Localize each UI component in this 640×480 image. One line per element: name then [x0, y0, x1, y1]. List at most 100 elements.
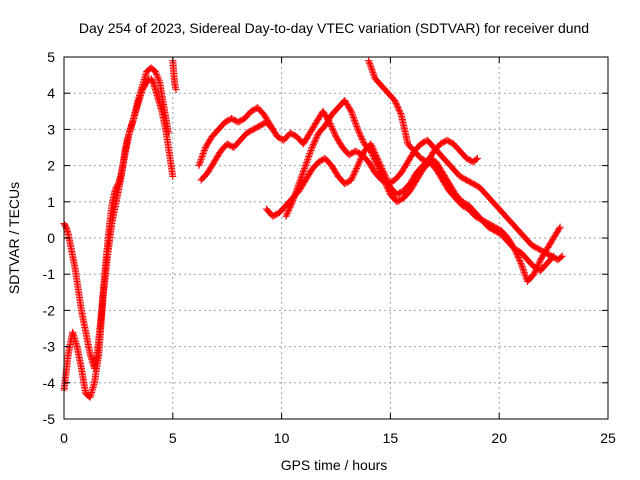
point-arc-e-2-fill-11: [301, 163, 309, 171]
point-arc-f-4-fill-5: [394, 104, 402, 112]
series-arc-e: [282, 96, 558, 275]
y-tick-label-1: 1: [47, 194, 55, 210]
point-arc-c-55-fill-3: [557, 253, 565, 261]
point-arc-d-14-fill-6: [358, 153, 366, 161]
point-arc-e-13-fill-5: [370, 154, 378, 162]
point-arc-e-4-fill-4: [311, 138, 319, 146]
x-tick-label-15: 15: [383, 430, 399, 446]
point-arc-e-10-fill-4: [349, 113, 357, 121]
point-arc-c-0-fill-11: [201, 145, 209, 153]
point-arc-e-3-fill-9: [306, 148, 314, 156]
point-arc-d-38-fill-9: [516, 258, 524, 266]
point-arc-d-13-fill-7: [352, 166, 360, 174]
point-arc-d-14-fill-8: [359, 150, 367, 158]
point-arc-d-41-fill-7: [535, 260, 543, 268]
point-arc-e-11-fill-5: [357, 133, 365, 141]
point-arc-e-15-fill-4: [382, 182, 390, 190]
point-arc-d-44-fill-7: [555, 224, 563, 232]
point-arc-f-0-fill-6: [368, 66, 376, 74]
series-arc-f: [365, 57, 481, 166]
y-axis-label: SDTVAR / TECUs: [6, 182, 22, 294]
point-arc-b-21-fill-4: [154, 74, 162, 82]
point-arc-d-39-fill-7: [521, 270, 529, 278]
point-arc-f-4-fill-4: [393, 102, 401, 110]
point-arc-e-4-fill-3: [310, 139, 318, 147]
point-arc-e-0-fill-4: [285, 206, 293, 214]
point-arc-e-3-fill-6: [305, 153, 313, 161]
point-arc-d-45: [556, 223, 564, 231]
point-arc-d-39-fill-5: [520, 267, 528, 275]
point-arc-c-20-fill-3: [327, 123, 335, 131]
point-arc-g-2: [171, 82, 179, 90]
point-arc-e-0: [282, 212, 290, 220]
point-arc-e-0-fill-5: [285, 205, 293, 213]
point-arc-g-3: [172, 86, 180, 94]
point-arc-f-0-fill-7: [368, 67, 376, 75]
point-arc-d-13-fill-1: [348, 175, 356, 183]
point-arc-e-41: [550, 252, 558, 260]
point-arc-e-15-fill-7: [384, 186, 392, 194]
point-arc-d-13-fill-2: [349, 173, 357, 181]
series-arc-g: [169, 57, 180, 94]
point-arc-d-41-fill-1: [531, 269, 539, 277]
point-arc-e-1-fill-10: [294, 183, 302, 191]
x-tick-label-25: 25: [600, 430, 616, 446]
point-arc-c-0-fill-8: [199, 150, 207, 158]
point-arc-d-41-fill-8: [535, 259, 543, 267]
x-tick-label-0: 0: [60, 430, 68, 446]
point-arc-e-10-fill-10: [353, 122, 361, 130]
data-points: [60, 57, 566, 401]
point-arc-d-14-fill-2: [355, 159, 363, 167]
point-arc-e-3-fill-5: [304, 154, 312, 162]
point-arc-d-38-fill-8: [516, 256, 524, 264]
point-arc-e-3-fill-2: [303, 159, 311, 167]
point-arc-e-3-fill-7: [305, 151, 313, 159]
point-arc-b-21: [151, 67, 159, 75]
point-arc-e-15-fill-6: [384, 185, 392, 193]
point-arc-e-0-fill-8: [287, 201, 295, 209]
point-arc-e-2-fill-9: [300, 166, 308, 174]
point-arc-f-17: [473, 154, 481, 162]
point-arc-f-0-fill-5: [367, 64, 375, 72]
point-arc-d-39-fill-3: [519, 264, 527, 272]
point-arc-e-1-fill-4: [291, 192, 299, 200]
point-arc-f-0-fill-10: [370, 72, 378, 80]
point-arc-e-1-fill-2: [290, 195, 298, 203]
point-arc-e-3: [302, 162, 310, 170]
point-arc-e-14-fill-3: [375, 166, 383, 174]
point-arc-d-39-fill-1: [518, 261, 526, 269]
point-arc-e-9-fill-7: [346, 106, 354, 114]
point-arc-e-2-fill-3: [297, 175, 305, 183]
point-arc-c-0-fill-2: [196, 159, 204, 167]
point-arc-a-50: [169, 172, 177, 180]
point-arc-e-2-fill-1: [296, 178, 304, 186]
point-arc-d-41: [530, 270, 538, 278]
y-tick-label--5: -5: [43, 411, 56, 427]
point-arc-e-2-fill-6: [298, 171, 306, 179]
point-arc-e-3-fill-3: [303, 157, 311, 165]
point-arc-e-10-fill-5: [350, 115, 358, 123]
point-arc-e-1-fill-8: [293, 186, 301, 194]
y-tick-label--2: -2: [43, 302, 56, 318]
point-arc-f-4-fill-1: [391, 98, 399, 106]
point-arc-e-1: [288, 198, 296, 206]
point-arc-e-13: [367, 147, 375, 155]
point-arc-e-4-fill-1: [309, 142, 317, 150]
point-arc-d-14-fill-3: [356, 157, 364, 165]
point-arc-f-0-fill-8: [369, 69, 377, 77]
y-tick-label-2: 2: [47, 158, 55, 174]
point-arc-e-15-fill-1: [381, 178, 389, 186]
point-arc-d-39-fill-6: [520, 268, 528, 276]
point-arc-e-14-fill-9: [379, 175, 387, 183]
y-axis-ticks: -5 -4 -3 -2 -1 0 1 2 3 4 5: [43, 49, 608, 427]
point-arc-d-38-fill-6: [514, 254, 522, 262]
y-tick-label--3: -3: [43, 339, 56, 355]
point-arc-e-10-fill-11: [353, 124, 361, 132]
point-arc-d-38-fill-5: [514, 252, 522, 260]
point-arc-e-14-fill-1: [374, 163, 382, 171]
point-arc-e-15-fill-8: [385, 188, 393, 196]
point-arc-e-2: [295, 180, 303, 188]
series-arc-a: [60, 75, 177, 372]
point-arc-c-0-fill-6: [198, 153, 206, 161]
